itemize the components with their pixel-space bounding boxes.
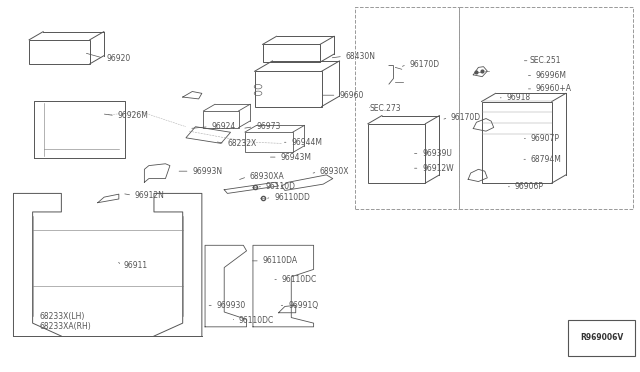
Text: 96939U: 96939U — [422, 149, 452, 158]
Text: 96110DC: 96110DC — [239, 316, 274, 325]
Text: 96170D: 96170D — [451, 113, 481, 122]
Text: 96944M: 96944M — [291, 138, 323, 147]
Text: 96110DD: 96110DD — [274, 193, 310, 202]
Text: 969930: 969930 — [216, 301, 246, 310]
Text: 96110DC: 96110DC — [282, 275, 317, 284]
Text: 96911: 96911 — [124, 261, 148, 270]
Text: 96991Q: 96991Q — [288, 301, 318, 310]
Text: 96170D: 96170D — [410, 60, 440, 69]
Text: 68794M: 68794M — [531, 155, 562, 164]
Text: SEC.273: SEC.273 — [370, 105, 401, 113]
Text: 96907P: 96907P — [531, 134, 560, 143]
Bar — [568, 320, 636, 356]
Bar — [460, 7, 633, 209]
Text: 96973: 96973 — [256, 122, 280, 131]
Text: 96960: 96960 — [339, 91, 364, 100]
Text: 68233XA(RH): 68233XA(RH) — [39, 321, 91, 331]
Text: 96906P: 96906P — [515, 182, 544, 191]
Text: SEC.251: SEC.251 — [529, 56, 561, 65]
Text: 96918: 96918 — [506, 93, 531, 102]
Text: 96943M: 96943M — [280, 153, 312, 161]
Text: 96110D: 96110D — [266, 182, 296, 191]
Text: 96926M: 96926M — [118, 111, 148, 120]
Text: 68930X: 68930X — [320, 167, 349, 176]
Text: 68233X(LH): 68233X(LH) — [39, 312, 84, 321]
Text: 96996M: 96996M — [536, 71, 567, 80]
Text: 96960+A: 96960+A — [536, 84, 572, 93]
Text: 96920: 96920 — [106, 54, 131, 62]
Text: R969006V: R969006V — [580, 333, 623, 343]
Text: 96110DA: 96110DA — [262, 256, 298, 265]
Text: 68430N: 68430N — [346, 52, 376, 61]
Text: 68232X: 68232X — [227, 139, 257, 148]
Text: 68930XA: 68930XA — [250, 172, 285, 181]
Text: 96993N: 96993N — [192, 167, 223, 176]
Bar — [355, 7, 459, 209]
Text: 96912N: 96912N — [135, 191, 164, 200]
Text: 96912W: 96912W — [422, 164, 454, 173]
Text: 96924: 96924 — [211, 122, 236, 131]
